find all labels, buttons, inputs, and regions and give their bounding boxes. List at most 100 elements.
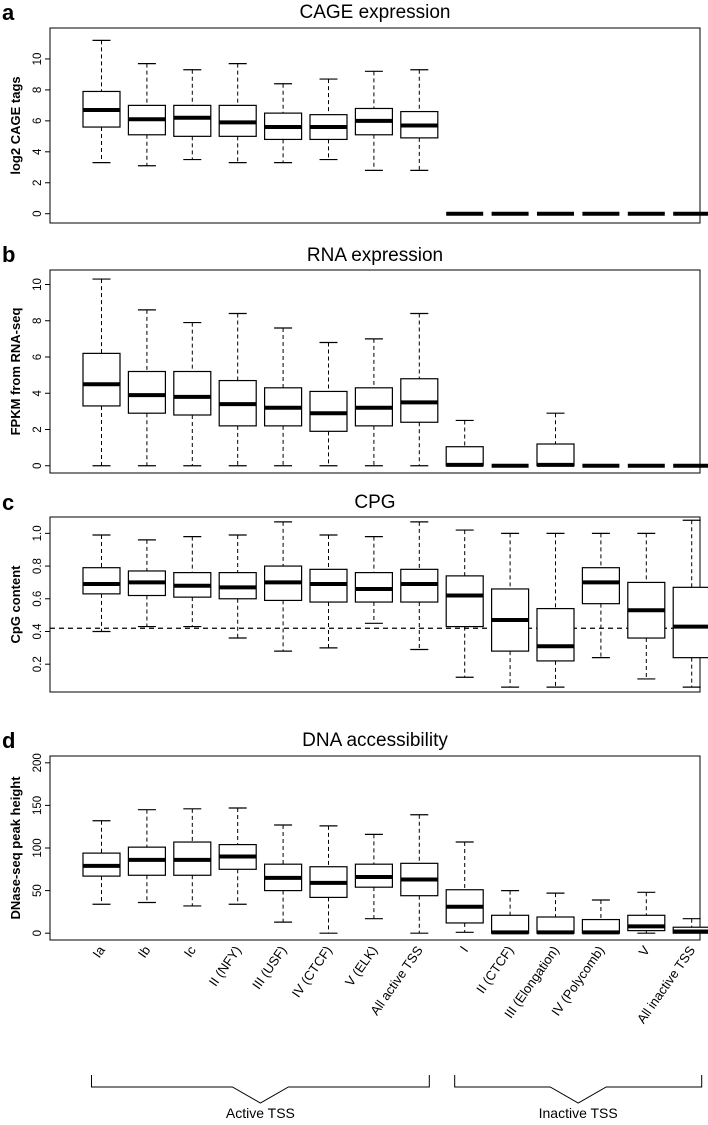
y-tick-label: 0 (32, 211, 44, 217)
group-label: Inactive TSS (539, 1105, 618, 1121)
y-tick-label: 200 (32, 753, 44, 772)
box-8 (400, 521, 439, 651)
box-14 (672, 519, 708, 688)
panels: a CAGE expression log2 CAGE tags 0 2 4 6 8 10 b RN… (2, 0, 708, 941)
y-tick-label: 4 (32, 389, 44, 396)
box-8 (400, 814, 439, 934)
category-label: III (USF) (249, 943, 289, 992)
box-8 (400, 312, 439, 467)
y-tick-label: 0 (32, 930, 44, 936)
panel-letter: d (2, 728, 15, 753)
y-tick-label: 4 (32, 148, 44, 155)
y-axis: 0 2 4 6 8 10 (32, 53, 50, 217)
category-label: II (CTCF) (473, 943, 516, 996)
box-7 (354, 833, 393, 920)
y-axis-label: DNase-seq peak height (8, 776, 23, 920)
panel-b: b RNA expression FPKM from RNA-seq 0 2 4 6 8 10 (2, 242, 708, 474)
panel-title: CPG (354, 492, 395, 513)
category-label: Ic (181, 943, 199, 960)
box-4 (218, 312, 257, 467)
y-axis-label: log2 CAGE tags (8, 76, 23, 174)
iqr-box (82, 567, 121, 595)
box-5 (264, 83, 303, 164)
category-label: V (ELK) (342, 943, 380, 989)
y-axis: 0.2 0.4 0.6 0.8 1.0 (32, 525, 50, 672)
y-tick-label: 0.2 (32, 656, 44, 672)
group-1: Active TSS (91, 1075, 430, 1121)
category-label: Ib (135, 943, 154, 960)
panel-letter: c (2, 490, 14, 515)
y-axis-label: FPKM from RNA-seq (8, 308, 23, 436)
panel-title: DNA accessibility (302, 730, 448, 751)
iqr-box (127, 370, 166, 414)
group-bracket (454, 1075, 703, 1104)
category-label: Ia (89, 942, 108, 960)
panel-c: c CPG CpG content 0.2 0.4 0.6 0.8 1.0 (2, 490, 708, 693)
y-axis-label: CpG content (8, 565, 23, 644)
panel-letter: b (2, 242, 15, 267)
box-9 (445, 529, 484, 678)
y-tick-label: 100 (32, 838, 44, 857)
box-12 (581, 899, 621, 935)
plot-frame (49, 516, 701, 693)
box-1 (82, 534, 121, 633)
box-14 (672, 918, 708, 934)
plot-frame (49, 269, 701, 474)
box-2 (127, 62, 166, 167)
box-5 (264, 824, 303, 923)
box-2 (127, 539, 166, 628)
box-13 (627, 891, 666, 934)
y-tick-label: 6 (32, 354, 44, 360)
box-9 (445, 419, 484, 467)
box-8 (400, 69, 439, 171)
box-1 (82, 820, 121, 905)
iqr-box (536, 607, 575, 662)
box-11 (536, 892, 575, 935)
box-6 (309, 78, 348, 161)
box-5 (264, 327, 303, 467)
box-10 (491, 532, 530, 688)
box-3 (173, 69, 212, 161)
y-tick-label: 8 (32, 87, 44, 93)
box-2 (127, 309, 166, 467)
y-axis: 0 50 100 150 200 (32, 753, 50, 936)
y-tick-label: 6 (32, 118, 44, 124)
panel-title: CAGE expression (299, 2, 450, 23)
y-tick-label: 150 (32, 796, 44, 815)
box-9 (445, 841, 484, 933)
category-label: II (NFY) (206, 943, 244, 989)
category-label: IV (CTCF) (289, 943, 335, 1000)
y-tick-label: 10 (32, 278, 44, 291)
box-7 (354, 338, 393, 467)
box-3 (173, 808, 212, 907)
iqr-box (82, 352, 121, 407)
iqr-box (581, 567, 621, 605)
iqr-box (536, 443, 575, 467)
panel-title: RNA expression (307, 245, 443, 266)
box-7 (354, 70, 393, 171)
box-6 (309, 534, 348, 649)
box-3 (173, 536, 212, 628)
y-tick-label: 50 (32, 884, 44, 897)
box-1 (82, 39, 121, 164)
box-2 (127, 809, 166, 904)
y-tick-label: 8 (32, 318, 44, 324)
box-6 (309, 341, 348, 467)
plot-frame (49, 27, 701, 224)
box-11 (536, 532, 575, 688)
group-2: Inactive TSS (454, 1075, 703, 1121)
box-4 (218, 534, 257, 639)
iqr-box (672, 586, 708, 659)
box-1 (82, 278, 121, 467)
iqr-box (173, 104, 212, 137)
group-label: Active TSS (226, 1105, 295, 1121)
y-tick-label: 0.6 (32, 591, 44, 607)
group-brackets: Active TSS Inactive TSS (91, 1075, 703, 1121)
iqr-box (445, 575, 484, 628)
box-10 (491, 889, 530, 935)
panel-a: a CAGE expression log2 CAGE tags 0 2 4 6 8 10 (2, 0, 708, 224)
iqr-box (173, 370, 212, 416)
y-tick-label: 0.4 (32, 623, 44, 640)
box-3 (173, 321, 212, 467)
